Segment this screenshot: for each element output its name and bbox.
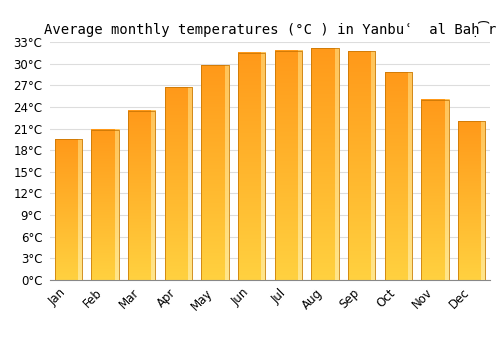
Bar — [91, 130, 119, 280]
Bar — [164, 88, 192, 280]
Bar — [201, 65, 229, 280]
Bar — [421, 100, 448, 280]
Bar — [311, 49, 339, 280]
Bar — [274, 51, 302, 280]
Bar — [348, 51, 376, 280]
Bar — [238, 53, 266, 280]
Bar — [54, 139, 82, 280]
Bar — [384, 72, 412, 280]
Bar — [128, 111, 156, 280]
Title: Average monthly temperatures (°C ) in Yanbuʿ  al Baḥ͡r: Average monthly temperatures (°C ) in Ya… — [44, 21, 496, 37]
Bar — [458, 121, 485, 280]
